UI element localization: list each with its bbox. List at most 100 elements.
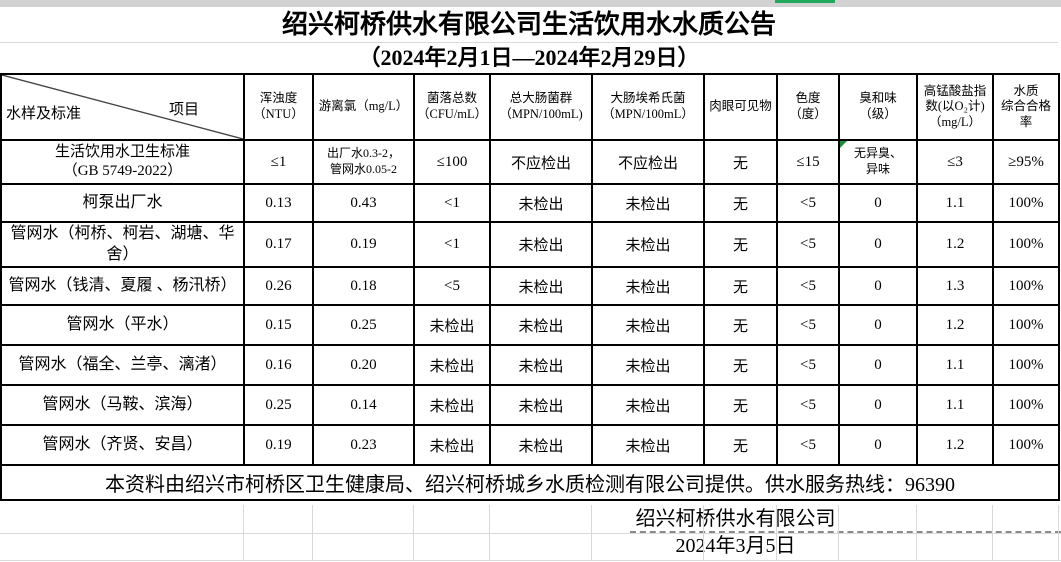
data-cell[interactable]: 0.19 (312, 221, 415, 268)
signature-date[interactable]: 2024年3月5日 (675, 535, 796, 557)
data-cell[interactable]: 未检出 (413, 304, 491, 346)
column-header-free-chlorine[interactable]: 游离氯（mg/L） (312, 73, 415, 141)
data-cell[interactable]: <5 (776, 183, 840, 223)
data-cell[interactable]: <1 (413, 221, 491, 268)
data-cell[interactable]: 未检出 (413, 424, 491, 466)
row-label-cell[interactable]: 管网水（钱清、夏履 、杨汛桥） (0, 266, 245, 306)
data-cell[interactable]: 未检出 (591, 344, 705, 386)
data-cell[interactable]: 0.15 (243, 304, 314, 346)
data-cell[interactable]: 0.25 (312, 304, 415, 346)
data-cell[interactable]: 0.19 (243, 424, 314, 466)
data-cell[interactable]: 100% (992, 344, 1060, 386)
data-cell[interactable]: 未检出 (489, 424, 593, 466)
data-cell[interactable]: ≤100 (413, 139, 491, 185)
data-cell[interactable]: 0.20 (312, 344, 415, 386)
data-cell[interactable]: 1.1 (916, 344, 994, 386)
column-header-pass-rate[interactable]: 水质 综合合格率 (992, 73, 1060, 141)
data-cell[interactable]: 未检出 (489, 344, 593, 386)
data-cell[interactable]: <1 (413, 183, 491, 223)
column-header-colony-count[interactable]: 菌落总数 （CFU/mL） (413, 73, 491, 141)
data-cell[interactable]: 未检出 (591, 424, 705, 466)
data-cell[interactable]: <5 (776, 424, 840, 466)
data-cell[interactable]: 1.3 (916, 266, 994, 306)
data-cell[interactable]: 未检出 (413, 384, 491, 426)
data-cell[interactable]: 100% (992, 183, 1060, 223)
data-cell[interactable]: 0 (838, 424, 918, 466)
data-cell[interactable]: 无 (703, 304, 778, 346)
data-cell[interactable]: <5 (776, 384, 840, 426)
data-cell[interactable]: 0.14 (312, 384, 415, 426)
data-cell[interactable]: 0.26 (243, 266, 314, 306)
data-cell[interactable]: 1.2 (916, 424, 994, 466)
data-cell[interactable]: 无 (703, 221, 778, 268)
data-cell[interactable]: 0 (838, 384, 918, 426)
data-cell[interactable]: 无 (703, 424, 778, 466)
data-cell[interactable]: 1.2 (916, 221, 994, 268)
row-label-cell[interactable]: 管网水（柯桥、柯岩、湖塘、华舍） (0, 221, 245, 268)
data-cell[interactable]: 无 (703, 266, 778, 306)
data-cell[interactable]: 无 (703, 139, 778, 185)
row-label-cell[interactable]: 管网水（马鞍、滨海） (0, 384, 245, 426)
data-cell[interactable]: 未检出 (591, 384, 705, 426)
data-cell[interactable]: 0.25 (243, 384, 314, 426)
data-cell[interactable]: <5 (776, 304, 840, 346)
data-cell[interactable]: 0.13 (243, 183, 314, 223)
row-label-cell[interactable]: 管网水（齐贤、安昌） (0, 424, 245, 466)
data-cell[interactable]: 未检出 (489, 384, 593, 426)
data-cell[interactable]: 1.1 (916, 183, 994, 223)
data-cell[interactable]: 1.2 (916, 304, 994, 346)
data-cell[interactable]: 0 (838, 304, 918, 346)
column-header-visible-matter[interactable]: 肉眼可见物 (703, 73, 778, 141)
data-cell[interactable]: 出厂水0.3-2， 管网水0.05-2 (312, 139, 415, 185)
data-cell[interactable]: 0 (838, 221, 918, 268)
data-cell[interactable]: 100% (992, 384, 1060, 426)
corner-header-cell[interactable]: 项目 水样及标准 (0, 73, 245, 141)
data-cell[interactable]: <5 (776, 344, 840, 386)
column-header-turbidity[interactable]: 浑浊度 （NTU） (243, 73, 314, 141)
data-cell[interactable]: 无异臭、 异味 (838, 139, 918, 185)
signature-company[interactable]: 绍兴柯桥供水有限公司 (635, 508, 836, 530)
data-cell[interactable]: 未检出 (489, 183, 593, 223)
data-cell[interactable]: 100% (992, 424, 1060, 466)
page-title[interactable]: 绍兴柯桥供水有限公司生活饮用水水质公告 (0, 7, 1058, 43)
row-label-cell[interactable]: 管网水（福全、兰亭、漓渚） (0, 344, 245, 386)
column-header-chroma[interactable]: 色度 （度） (776, 73, 840, 141)
data-cell[interactable]: 未检出 (591, 304, 705, 346)
data-cell[interactable]: 不应检出 (591, 139, 705, 185)
column-header-total-coliform[interactable]: 总大肠菌群 （MPN/100mL) (489, 73, 593, 141)
column-header-odor[interactable]: 臭和味 （级） (838, 73, 918, 141)
data-cell[interactable]: 未检出 (489, 304, 593, 346)
data-cell[interactable]: 无 (703, 344, 778, 386)
column-header-ecoli[interactable]: 大肠埃希氏菌 （MPN/100mL） (591, 73, 705, 141)
row-label-cell[interactable]: 柯泵出厂水 (0, 183, 245, 223)
data-cell[interactable]: 100% (992, 221, 1060, 268)
data-cell[interactable]: 不应检出 (489, 139, 593, 185)
data-cell[interactable]: 未检出 (489, 266, 593, 306)
data-cell[interactable]: 0.43 (312, 183, 415, 223)
data-cell[interactable]: 未检出 (489, 221, 593, 268)
data-cell[interactable]: 无 (703, 384, 778, 426)
data-cell[interactable]: 0.18 (312, 266, 415, 306)
data-cell[interactable]: ≤15 (776, 139, 840, 185)
data-cell[interactable]: 0 (838, 344, 918, 386)
data-cell[interactable]: <5 (776, 266, 840, 306)
data-cell[interactable]: 0 (838, 183, 918, 223)
row-label-cell[interactable]: 生活饮用水卫生标准 （GB 5749-2022） (0, 139, 245, 185)
data-cell[interactable]: 0.23 (312, 424, 415, 466)
data-cell[interactable]: ≥95% (992, 139, 1060, 185)
data-cell[interactable]: 0.17 (243, 221, 314, 268)
row-label-cell[interactable]: 管网水（平水） (0, 304, 245, 346)
page-subtitle[interactable]: （2024年2月1日—2024年2月29日） (358, 45, 700, 70)
data-cell[interactable]: ≤1 (243, 139, 314, 185)
data-cell[interactable]: 100% (992, 304, 1060, 346)
data-cell[interactable]: ≤3 (916, 139, 994, 185)
data-cell[interactable]: <5 (776, 221, 840, 268)
data-cell[interactable]: 未检出 (413, 344, 491, 386)
data-cell[interactable]: 0.16 (243, 344, 314, 386)
data-cell[interactable]: 未检出 (591, 221, 705, 268)
column-header-permanganate[interactable]: 高锰酸盐指 数(以O₂计) （mg/L） (916, 73, 994, 141)
data-cell[interactable]: 100% (992, 266, 1060, 306)
data-cell[interactable]: <5 (413, 266, 491, 306)
data-cell[interactable]: 未检出 (591, 266, 705, 306)
data-cell[interactable]: 0 (838, 266, 918, 306)
